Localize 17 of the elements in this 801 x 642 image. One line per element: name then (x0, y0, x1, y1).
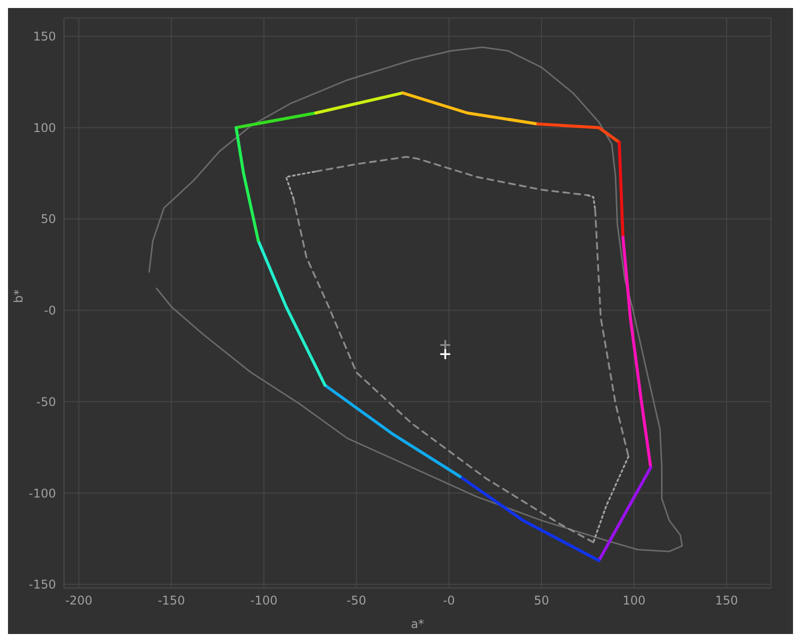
x-tick-label: 50 (534, 594, 550, 608)
y-tick-label: -150 (28, 578, 56, 592)
x-tick-label: 150 (715, 594, 738, 608)
x-tick-label: -150 (158, 594, 185, 608)
x-tick-label: -0 (442, 594, 455, 608)
x-axis-title: a* (410, 617, 424, 631)
y-tick-label: -50 (36, 394, 56, 409)
y-tick-label: 150 (33, 30, 56, 44)
x-tick-label: -50 (346, 594, 366, 608)
x-tick-label: 100 (622, 594, 646, 608)
y-tick-label: -0 (44, 304, 56, 318)
y-tick-label: -100 (28, 486, 56, 500)
x-tick-label: -100 (250, 594, 278, 608)
y-axis-title: b* (11, 289, 26, 303)
x-tick-label: -200 (65, 594, 92, 608)
y-tick-label: 50 (40, 212, 56, 226)
y-tick-label: 100 (33, 120, 56, 135)
